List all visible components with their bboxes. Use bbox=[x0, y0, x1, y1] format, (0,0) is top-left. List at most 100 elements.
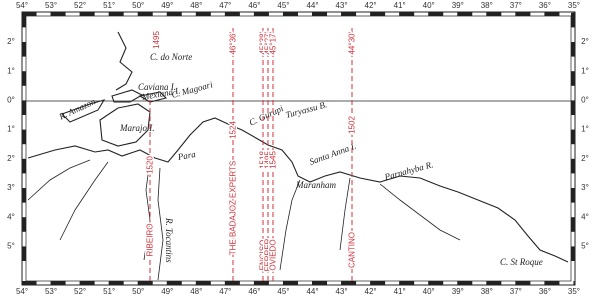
lat-band bbox=[571, 42, 575, 57]
place-label: Maranham bbox=[295, 180, 336, 190]
lon-label: 46° bbox=[248, 1, 260, 10]
lat-label: 2° bbox=[7, 154, 15, 163]
lon-label: 48° bbox=[190, 287, 202, 296]
lon-label: 41° bbox=[394, 1, 406, 10]
lat-label: 4° bbox=[7, 212, 15, 221]
lat-band bbox=[571, 246, 575, 261]
lon-label: 53° bbox=[45, 287, 57, 296]
lon-label: 47° bbox=[219, 1, 231, 10]
line-degree: 45°38' bbox=[259, 32, 268, 55]
lat-label: 3° bbox=[7, 183, 15, 192]
lon-band bbox=[225, 281, 240, 285]
line-year: 1502 bbox=[348, 116, 357, 134]
lon-label: 48° bbox=[190, 1, 202, 10]
lon-label: 50° bbox=[132, 1, 144, 10]
lat-band bbox=[22, 246, 26, 261]
lon-band bbox=[515, 12, 531, 16]
lat-label: 5° bbox=[7, 242, 15, 251]
lat-label: 2° bbox=[581, 154, 589, 163]
lat-band bbox=[571, 129, 575, 145]
lon-band bbox=[196, 281, 211, 285]
line-degree: 45°27' bbox=[264, 32, 273, 55]
lon-band bbox=[167, 281, 182, 285]
lon-label: 35° bbox=[568, 287, 580, 296]
lat-label: 0° bbox=[7, 96, 15, 105]
lon-band bbox=[22, 281, 37, 285]
lon-label: 51° bbox=[103, 1, 115, 10]
lon-band bbox=[109, 281, 124, 285]
lon-band bbox=[80, 12, 95, 16]
lat-band bbox=[22, 100, 26, 115]
lon-label: 40° bbox=[423, 287, 435, 296]
lon-band bbox=[370, 12, 386, 16]
lon-band bbox=[225, 12, 240, 16]
lat-label: 4° bbox=[581, 212, 589, 221]
line-name: THE BADAJOZ EXPERTS bbox=[229, 161, 238, 256]
lon-band bbox=[80, 281, 95, 285]
border-graduation bbox=[21, 12, 575, 285]
lat-band bbox=[22, 158, 26, 174]
lon-band bbox=[138, 281, 153, 285]
lat-label: 5° bbox=[581, 242, 589, 251]
lon-label: 52° bbox=[74, 287, 86, 296]
lon-label: 39° bbox=[452, 287, 464, 296]
lon-label: 51° bbox=[103, 287, 115, 296]
lon-label: 54° bbox=[16, 287, 28, 296]
lon-label: 43° bbox=[335, 287, 347, 296]
lon-label: 49° bbox=[161, 287, 173, 296]
lon-label: 52° bbox=[74, 1, 86, 10]
lat-band bbox=[22, 12, 26, 28]
lat-band bbox=[22, 71, 26, 86]
lon-band bbox=[341, 281, 357, 285]
place-label: Marajo I. bbox=[119, 123, 155, 133]
lat-band bbox=[22, 217, 26, 232]
lon-band bbox=[428, 12, 444, 16]
map-frame bbox=[21, 11, 576, 286]
lon-band bbox=[22, 12, 37, 16]
lon-band bbox=[51, 281, 66, 285]
lon-band bbox=[138, 12, 153, 16]
lon-label: 38° bbox=[481, 287, 493, 296]
coastline bbox=[27, 31, 569, 263]
lon-band bbox=[544, 12, 560, 16]
line-year: 1520 bbox=[146, 156, 155, 174]
red-note: 1495 bbox=[152, 31, 161, 49]
lon-band bbox=[51, 12, 66, 16]
lat-label: 0° bbox=[581, 96, 589, 105]
lat-band bbox=[571, 71, 575, 86]
lon-band bbox=[544, 281, 560, 285]
lon-label: 41° bbox=[394, 287, 406, 296]
lon-label: 43° bbox=[335, 1, 347, 10]
map-inner-frame bbox=[25, 15, 572, 282]
place-label: Caviana I. bbox=[138, 82, 176, 92]
lon-label: 38° bbox=[481, 1, 493, 10]
lat-label: 1° bbox=[7, 66, 15, 75]
rivers bbox=[27, 159, 461, 281]
line-name: RIBEIRO bbox=[146, 224, 155, 257]
line-degree: 46°36' bbox=[229, 32, 238, 55]
lon-band bbox=[515, 281, 531, 285]
line-year: 1495 bbox=[264, 151, 273, 169]
lon-label: 35° bbox=[568, 1, 580, 10]
lon-label: 45° bbox=[277, 1, 289, 10]
line-name: FERRER bbox=[264, 238, 273, 271]
lon-band bbox=[312, 12, 328, 16]
lon-label: 37° bbox=[510, 287, 522, 296]
lon-label: 47° bbox=[219, 287, 231, 296]
lat-band bbox=[571, 158, 575, 174]
lon-label: 45° bbox=[277, 287, 289, 296]
lon-label: 44° bbox=[306, 1, 318, 10]
lat-label: 2° bbox=[7, 37, 15, 46]
lat-label: 1° bbox=[581, 125, 589, 134]
line-name: OVIEDO bbox=[269, 239, 278, 270]
lon-band bbox=[312, 281, 328, 285]
lon-label: 40° bbox=[423, 1, 435, 10]
lat-band bbox=[22, 129, 26, 145]
lon-band bbox=[283, 281, 298, 285]
lat-label: 1° bbox=[581, 66, 589, 75]
lon-band bbox=[283, 12, 298, 16]
lon-band bbox=[428, 281, 444, 285]
lon-band bbox=[254, 12, 269, 16]
lon-band bbox=[196, 12, 211, 16]
